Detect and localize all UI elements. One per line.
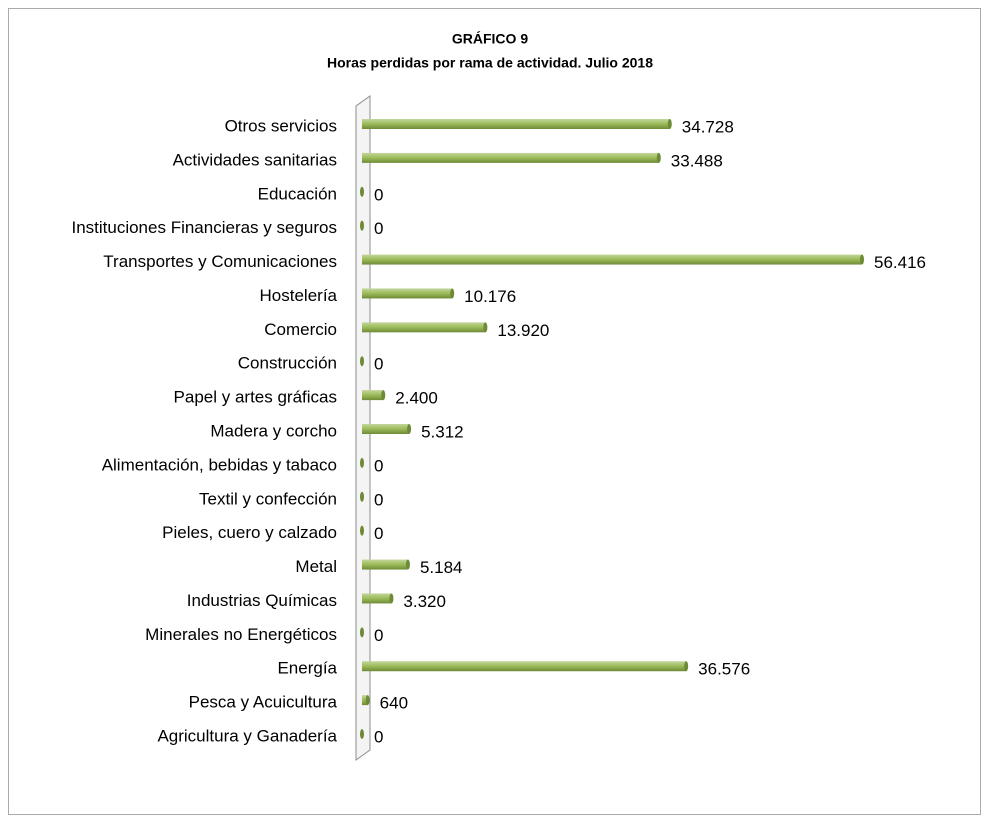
chart-subtitle: Horas perdidas por rama de actividad. Ju… xyxy=(327,55,653,71)
y-tick-label: Construcción xyxy=(238,354,337,373)
data-label: 640 xyxy=(380,694,408,713)
bar xyxy=(362,152,661,163)
bar xyxy=(362,119,672,129)
bar xyxy=(360,729,364,739)
data-label: 0 xyxy=(374,626,383,645)
y-tick-label: Hostelería xyxy=(260,286,338,305)
bar xyxy=(360,220,364,231)
y-tick-label: Transportes y Comunicaciones xyxy=(103,252,337,271)
bar xyxy=(360,491,364,502)
chart-frame xyxy=(8,8,981,815)
data-label: 2.400 xyxy=(395,389,438,408)
bar xyxy=(362,254,864,265)
bar xyxy=(360,525,364,536)
y-tick-label: Pieles, cuero y calzado xyxy=(162,523,337,542)
data-label: 10.176 xyxy=(464,287,516,306)
data-label: 13.920 xyxy=(497,321,549,340)
data-label: 0 xyxy=(374,490,383,509)
y-tick-label: Madera y corcho xyxy=(210,421,337,440)
y-tick-label: Instituciones Financieras y seguros xyxy=(71,218,337,237)
data-label: 0 xyxy=(374,456,383,475)
data-label: 0 xyxy=(374,219,383,238)
y-tick-label: Educación xyxy=(258,184,337,203)
data-label: 33.488 xyxy=(671,151,723,170)
y-tick-label: Textil y confección xyxy=(199,489,337,508)
bar xyxy=(360,627,364,638)
bar xyxy=(360,356,364,367)
data-label: 5.312 xyxy=(421,422,464,441)
y-tick-label: Papel y artes gráficas xyxy=(174,388,337,407)
bar xyxy=(362,288,455,299)
data-label: 0 xyxy=(374,524,383,543)
data-label: 56.416 xyxy=(874,253,926,272)
data-label: 0 xyxy=(374,355,383,374)
chart-title: GRÁFICO 9 xyxy=(452,31,528,47)
y-tick-label: Minerales no Energéticos xyxy=(145,625,337,644)
data-label: 5.184 xyxy=(420,558,463,577)
y-tick-label: Comercio xyxy=(264,320,337,339)
data-label: 34.728 xyxy=(682,117,734,136)
y-tick-label: Agricultura y Ganadería xyxy=(157,726,337,745)
y-tick-label: Metal xyxy=(295,557,337,576)
y-tick-label: Otros servicios xyxy=(225,116,337,135)
bar xyxy=(362,661,689,672)
y-tick-label: Industrias Químicas xyxy=(187,591,337,610)
bar xyxy=(362,559,410,570)
data-label: 36.576 xyxy=(698,660,750,679)
bar xyxy=(362,322,488,333)
bar xyxy=(360,186,364,197)
data-label: 0 xyxy=(374,185,383,204)
data-label: 3.320 xyxy=(403,592,446,611)
y-tick-label: Energía xyxy=(277,659,337,678)
bar xyxy=(362,695,370,706)
y-tick-label: Pesca y Acuicultura xyxy=(189,693,338,712)
y-tick-label: Actividades sanitarias xyxy=(173,150,337,169)
data-label: 0 xyxy=(374,727,383,746)
bar xyxy=(362,390,386,401)
bar xyxy=(360,457,364,468)
bar xyxy=(362,424,412,434)
y-tick-label: Alimentación, bebidas y tabaco xyxy=(102,455,337,474)
bar xyxy=(362,593,394,604)
